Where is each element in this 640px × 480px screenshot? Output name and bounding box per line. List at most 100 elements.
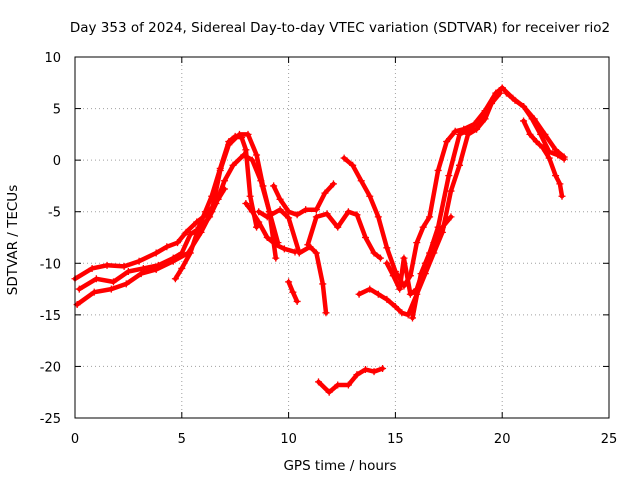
axis-ticks: 0 5 10 15 20 25 -25 -20 -15 -10 -5 0 5 10 [40,51,618,447]
series-arc-14 [408,89,504,322]
data-point [379,364,387,372]
data-point [103,261,111,269]
data-point [537,130,545,138]
data-point [413,239,421,247]
series-arc-5 [242,199,299,256]
y-tick-label: -20 [40,360,61,375]
series-trace [305,209,383,261]
data-point [255,218,263,226]
data-point [163,243,171,251]
y-tick-label: 10 [44,51,61,66]
x-tick-label: 25 [601,432,618,447]
data-point [340,154,348,162]
data-point [325,388,333,396]
data-point [312,213,320,221]
data-point [451,127,459,135]
data-point [398,309,406,317]
data-point [552,172,560,180]
y-tick-label: 0 [53,154,61,169]
data-point [374,213,382,221]
x-tick-label: 10 [280,432,297,447]
data-point [344,381,352,389]
data-point [195,223,203,231]
data-point [242,199,250,207]
data-point [511,96,519,104]
series-arc-16 [502,89,568,163]
chart-title: Day 353 of 2024, Sidereal Day-to-day VTE… [70,20,610,36]
data-point [455,130,463,138]
data-point [122,280,130,288]
data-point [353,211,361,219]
x-tick-label: 20 [494,432,511,447]
data-point [404,311,412,319]
data-point [520,117,528,125]
data-point [366,285,374,293]
data-point [334,381,342,389]
series-arc-7 [270,180,337,219]
data-point [400,254,408,262]
data-point [391,303,399,311]
data-point [445,172,453,180]
data-point [396,285,404,293]
data-point [109,278,117,286]
data-point [383,244,391,252]
y-tick-label: -10 [40,257,61,272]
data-point [539,144,547,152]
data-point [312,249,320,257]
data-point [554,151,562,159]
data-point [276,206,284,214]
data-point [246,192,254,200]
data-point [302,206,310,214]
data-point [248,208,256,216]
data-point [383,259,391,267]
data-point [496,89,504,97]
x-axis-label: GPS time / hours [283,458,396,474]
series-arc-8 [285,278,301,305]
series-arc-17 [520,117,566,200]
series-trace [521,118,565,199]
data-point [90,288,98,296]
data-point [293,297,301,305]
data-point [361,366,369,374]
data-point [263,213,271,221]
data-point [323,210,331,218]
data-point [473,125,481,133]
data-point [257,177,265,185]
data-point [498,84,506,92]
y-axis-label: SDTVAR / TECUs [5,185,21,295]
data-point [376,254,384,262]
data-point [322,309,330,317]
data-point [520,103,528,111]
data-point [370,368,378,376]
data-point [238,133,246,141]
data-point [488,99,496,107]
data-point [174,239,182,247]
data-point [289,288,297,296]
data-point [558,192,566,200]
data-point [242,146,250,154]
data-point [169,254,177,262]
data-point [295,249,303,257]
data-point [206,213,214,221]
data-point [370,249,378,257]
data-point [124,268,132,276]
data-point [556,180,564,188]
data-point [434,223,442,231]
series-trace [356,85,505,318]
data-point [253,223,261,231]
y-tick-label: -25 [40,412,61,427]
data-point [528,115,536,123]
data-point [419,223,427,231]
data-point [408,314,416,322]
series-layer [71,84,568,396]
data-point [321,189,329,197]
data-point [434,166,442,174]
data-point [349,161,357,169]
y-tick-label: -5 [48,206,61,221]
series-arc-6 [255,206,330,317]
data-point [212,199,220,207]
data-point [502,89,510,97]
series-trace [384,214,454,297]
data-point [293,211,301,219]
